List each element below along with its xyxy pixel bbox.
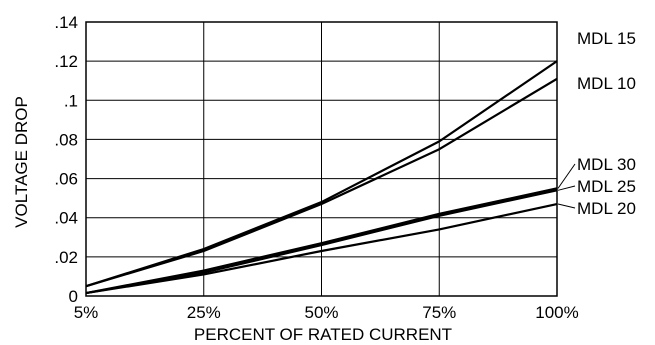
y-tick-label: 0: [69, 287, 78, 306]
y-axis-label: VOLTAGE DROP: [12, 96, 31, 228]
x-tick-label: 25%: [187, 303, 221, 322]
y-tick-label: .02: [54, 248, 78, 267]
series-label: MDL 20: [577, 199, 636, 218]
label-leader-line: [557, 163, 576, 189]
y-tick-label: .1: [64, 91, 78, 110]
x-tick-label: 100%: [535, 303, 578, 322]
series-labels: MDL 15 MDL 10 MDL 30 MDL 25 MDL 20: [557, 29, 636, 218]
y-tick-label: .04: [54, 209, 78, 228]
y-axis-ticks: 0 .02 .04 .06 .08 .1 .12 .14: [54, 13, 78, 306]
series-label: MDL 30: [577, 155, 636, 174]
plot-frame: [85, 21, 558, 297]
x-axis-label: PERCENT OF RATED CURRENT: [194, 325, 452, 344]
x-tick-label: 5%: [74, 303, 99, 322]
grid: [85, 21, 558, 297]
x-axis-ticks: 5% 25% 50% 75% 100%: [74, 303, 579, 322]
series-label: MDL 25: [577, 177, 636, 196]
series-label: MDL 15: [577, 29, 636, 48]
series-lines: [85, 60, 558, 295]
x-tick-label: 75%: [422, 303, 456, 322]
series-label: MDL 10: [577, 74, 636, 93]
series-line-5: [85, 202, 558, 295]
label-leader-line: [557, 185, 576, 191]
x-tick-label: 50%: [304, 303, 338, 322]
y-tick-label: .14: [54, 13, 78, 32]
label-leader-line: [557, 203, 576, 209]
series-line-3: [85, 187, 558, 295]
series-line-2: [85, 77, 558, 288]
series-line-1: [85, 60, 558, 288]
y-tick-label: .06: [54, 170, 78, 189]
y-tick-label: .12: [54, 52, 78, 71]
y-tick-label: .08: [54, 130, 78, 149]
series-line-4: [85, 189, 558, 295]
